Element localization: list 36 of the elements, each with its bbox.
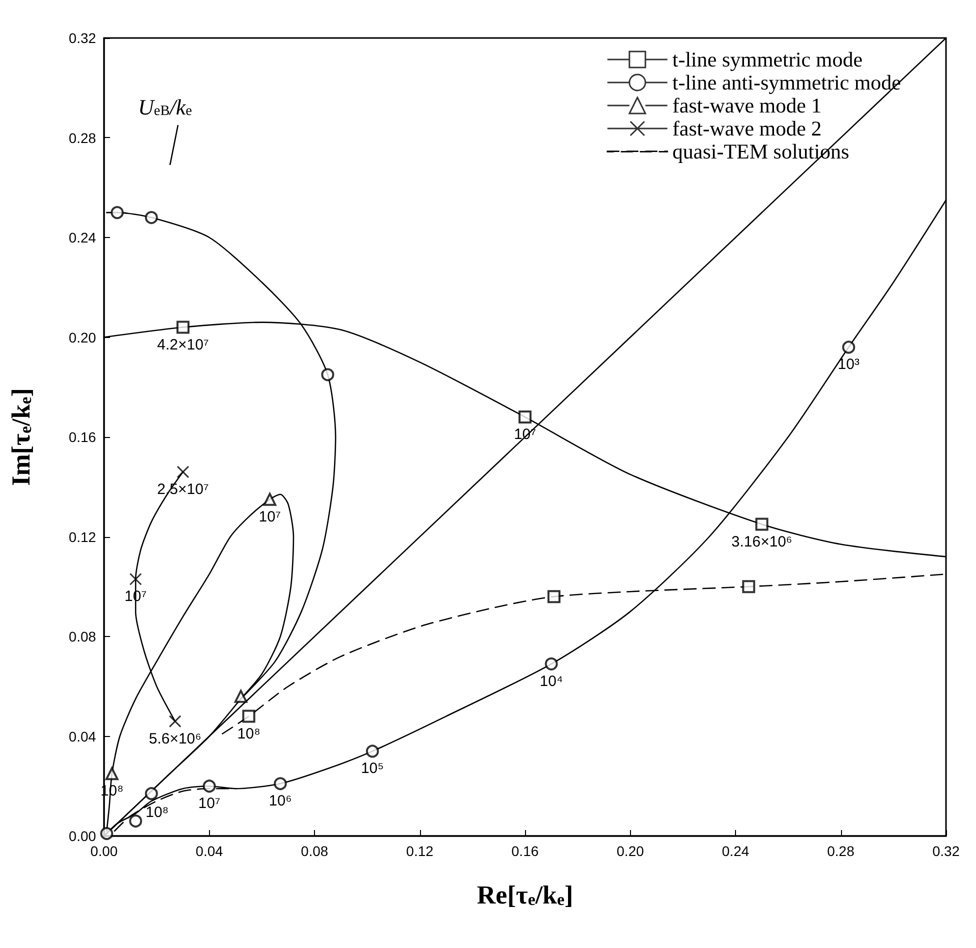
legend-label: fast-wave mode 1 [672, 94, 822, 118]
annotation: 10⁷ [198, 795, 220, 812]
x-tick-label: 0.00 [90, 843, 118, 859]
legend-label: t-line symmetric mode [672, 48, 863, 72]
annotation: 10⁶ [268, 792, 292, 810]
annotation: 4.2×10⁷ [157, 336, 209, 354]
x-tick-label: 0.32 [932, 843, 960, 859]
y-tick-label: 0.12 [68, 528, 96, 545]
annotation: 10³ [838, 356, 860, 374]
legend-label: t-line anti-symmetric mode [672, 70, 902, 94]
y-tick-label: 0.32 [68, 30, 96, 46]
y-tick-label: 0.20 [68, 329, 96, 346]
annotation: 10⁸ [237, 725, 260, 742]
x-tick-label: 0.04 [196, 843, 224, 859]
annotation: 10⁴ [540, 672, 563, 690]
y-tick-label: 0.00 [68, 828, 96, 844]
x-axis-title: Re[τe/ke] [476, 880, 574, 910]
annotation: UeB/ke [138, 94, 192, 120]
annotation: 10⁷ [258, 508, 281, 526]
y-tick-label: 0.24 [68, 230, 96, 246]
x-tick-label: 0.08 [300, 843, 328, 859]
x-tick-label: 0.12 [406, 843, 434, 859]
annotation: 10⁸ [146, 804, 169, 822]
legend-label: fast-wave mode 2 [672, 116, 822, 140]
annotation: 3.16×10⁶ [731, 533, 792, 550]
x-tick-label: 0.24 [722, 843, 750, 859]
x-tick-label: 0.28 [827, 843, 855, 859]
y-tick-label: 0.28 [68, 130, 96, 146]
x-tick-label: 0.16 [511, 843, 539, 859]
y-tick-label: 0.04 [68, 728, 96, 744]
y-axis-title: Im[τe/ke] [6, 388, 36, 486]
annotation: 5.6×10⁶ [148, 730, 202, 748]
annotation: 10⁵ [360, 760, 384, 778]
y-tick-label: 0.16 [68, 429, 96, 445]
y-tick-label: 0.08 [68, 628, 96, 644]
x-tick-label: 0.20 [616, 843, 644, 859]
